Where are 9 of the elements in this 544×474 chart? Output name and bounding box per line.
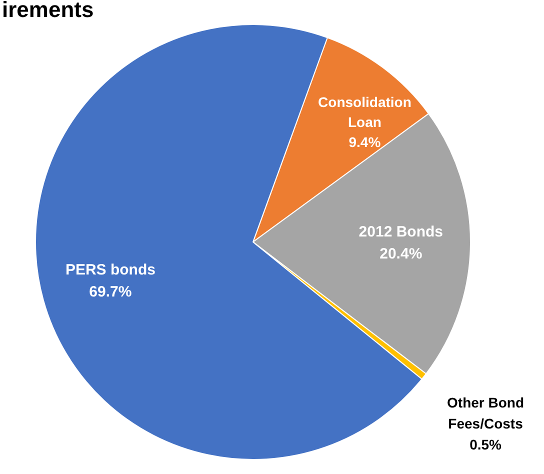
data-label: 9.4%	[348, 134, 382, 150]
slice-label: 2012 Bonds	[358, 224, 443, 241]
slice-label: Consolidation Loan	[318, 94, 412, 130]
data-label: 69.7%	[89, 284, 132, 301]
data-label: 0.5%	[470, 436, 502, 453]
slice-label: PERS bonds	[65, 262, 156, 279]
chart-title: irements	[2, 0, 94, 22]
data-label: 20.4%	[380, 246, 422, 263]
slice-label: Other Bond Fees/Costs	[447, 394, 524, 432]
